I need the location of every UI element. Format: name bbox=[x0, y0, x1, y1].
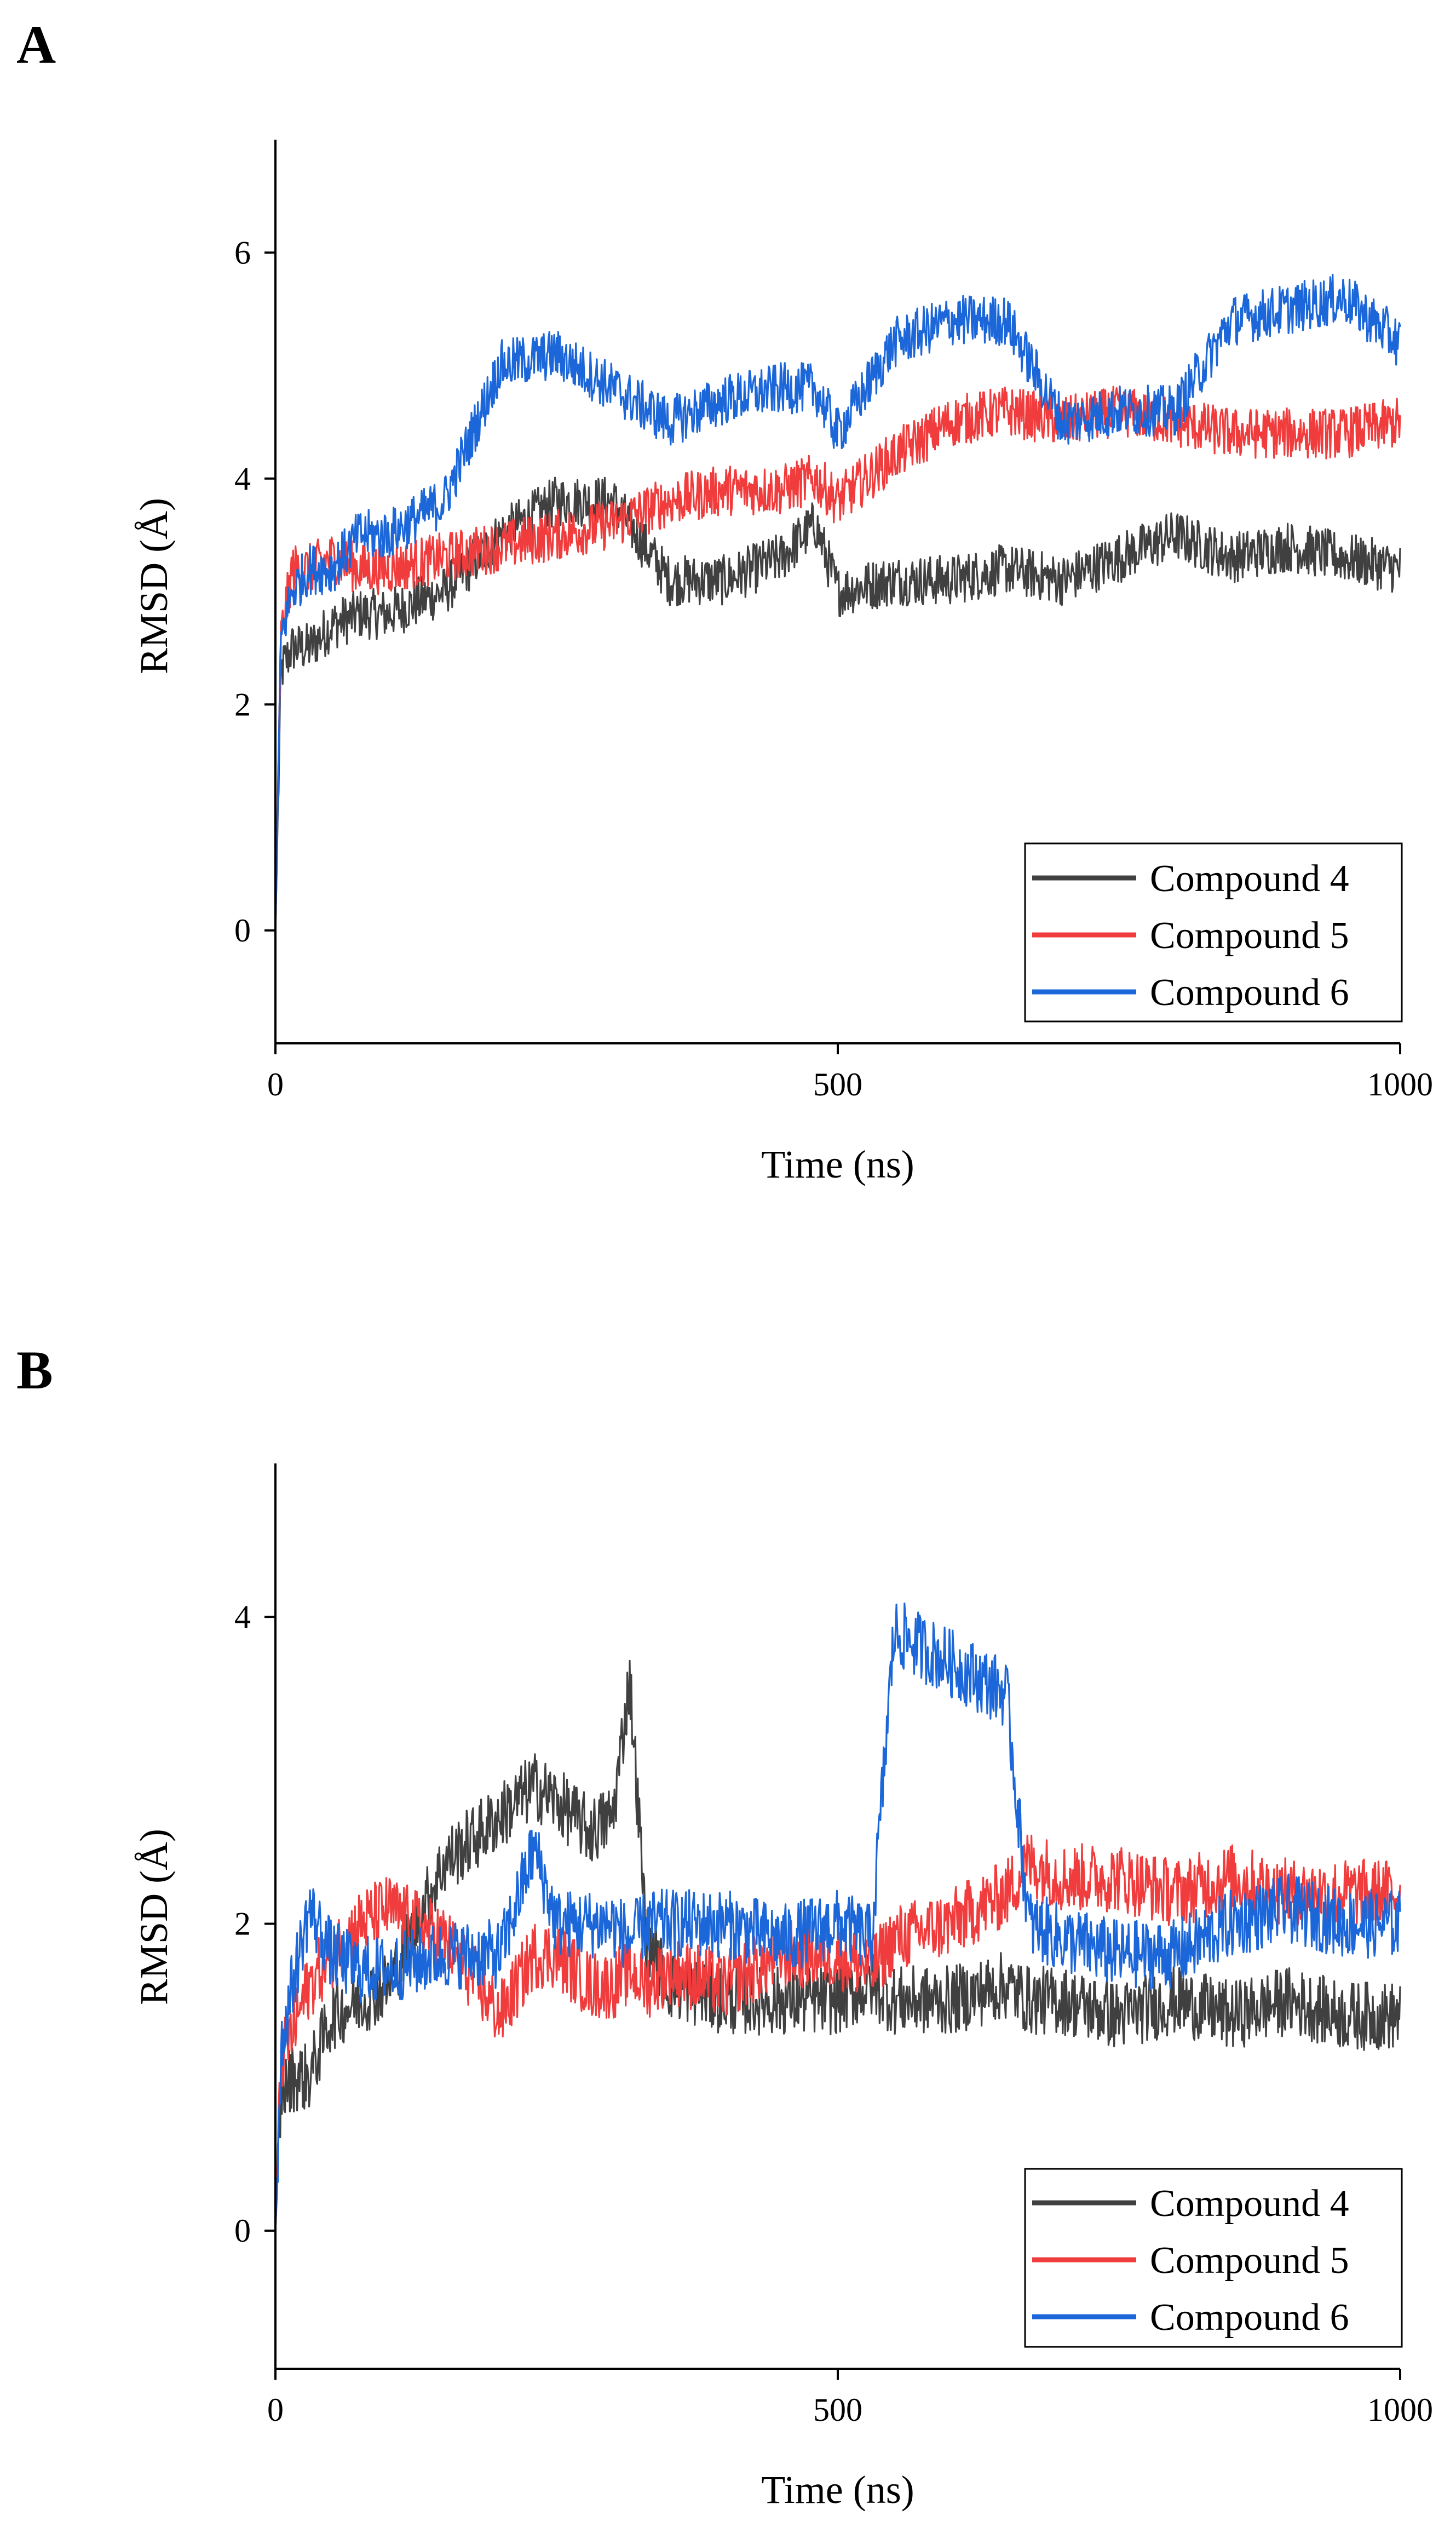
series-line-compound-6 bbox=[274, 273, 1401, 931]
panel-a: A 0 500 1000 0 2 4 6 Time (ns) RMSD (Å) Compou… bbox=[16, 14, 1433, 1186]
x-tick-label: 500 bbox=[813, 2392, 862, 2428]
axes-a: 0 500 1000 0 2 4 6 bbox=[234, 140, 1433, 1103]
legend-b: Compound 4 Compound 5 Compound 6 bbox=[1024, 2168, 1403, 2348]
legend-label-compound-6: Compound 6 bbox=[1150, 2296, 1349, 2339]
x-tick-label: 500 bbox=[813, 1066, 862, 1103]
axes-b: 0 500 1000 0 2 4 bbox=[234, 1463, 1433, 2428]
x-axis-title-a: Time (ns) bbox=[761, 1142, 914, 1186]
legend-a: Compound 4 Compound 5 Compound 6 bbox=[1024, 842, 1403, 1023]
y-tick-label: 0 bbox=[234, 2213, 251, 2249]
series-line-compound-5 bbox=[274, 385, 1401, 931]
x-tick-label: 1000 bbox=[1367, 2392, 1433, 2428]
legend-label-compound-5: Compound 5 bbox=[1150, 915, 1349, 957]
series-line-compound-6 bbox=[274, 1603, 1401, 2231]
y-tick-label: 4 bbox=[234, 1599, 251, 1635]
y-axis-title-b: RMSD (Å) bbox=[132, 1829, 176, 2005]
panel-b: B 0 500 1000 0 2 4 Time (ns) RMSD (Å) Compoun… bbox=[16, 1340, 1433, 2512]
series-line-compound-4 bbox=[274, 476, 1401, 931]
x-tick-label: 0 bbox=[267, 2392, 284, 2428]
x-tick-label: 1000 bbox=[1367, 1066, 1433, 1103]
panel-letter-a: A bbox=[16, 14, 56, 75]
y-tick-label: 0 bbox=[234, 912, 251, 949]
y-tick-label: 2 bbox=[234, 686, 251, 722]
series-layer-b bbox=[274, 1603, 1401, 2231]
legend-label-compound-5: Compound 5 bbox=[1150, 2240, 1349, 2282]
legend-label-compound-4: Compound 4 bbox=[1150, 858, 1349, 900]
series-layer-a bbox=[274, 273, 1401, 931]
legend-label-compound-4: Compound 4 bbox=[1150, 2183, 1349, 2225]
series-line-compound-5 bbox=[274, 1834, 1401, 2231]
y-axis-title-a: RMSD (Å) bbox=[132, 498, 176, 674]
y-tick-label: 4 bbox=[234, 461, 251, 497]
legend-label-compound-6: Compound 6 bbox=[1150, 972, 1349, 1014]
x-axis-title-b: Time (ns) bbox=[761, 2468, 914, 2512]
panel-letter-b: B bbox=[16, 1340, 53, 1400]
y-tick-label: 2 bbox=[234, 1906, 251, 1942]
y-tick-label: 6 bbox=[234, 234, 251, 271]
series-line-compound-4 bbox=[274, 1660, 1401, 2231]
x-tick-label: 0 bbox=[267, 1066, 284, 1103]
